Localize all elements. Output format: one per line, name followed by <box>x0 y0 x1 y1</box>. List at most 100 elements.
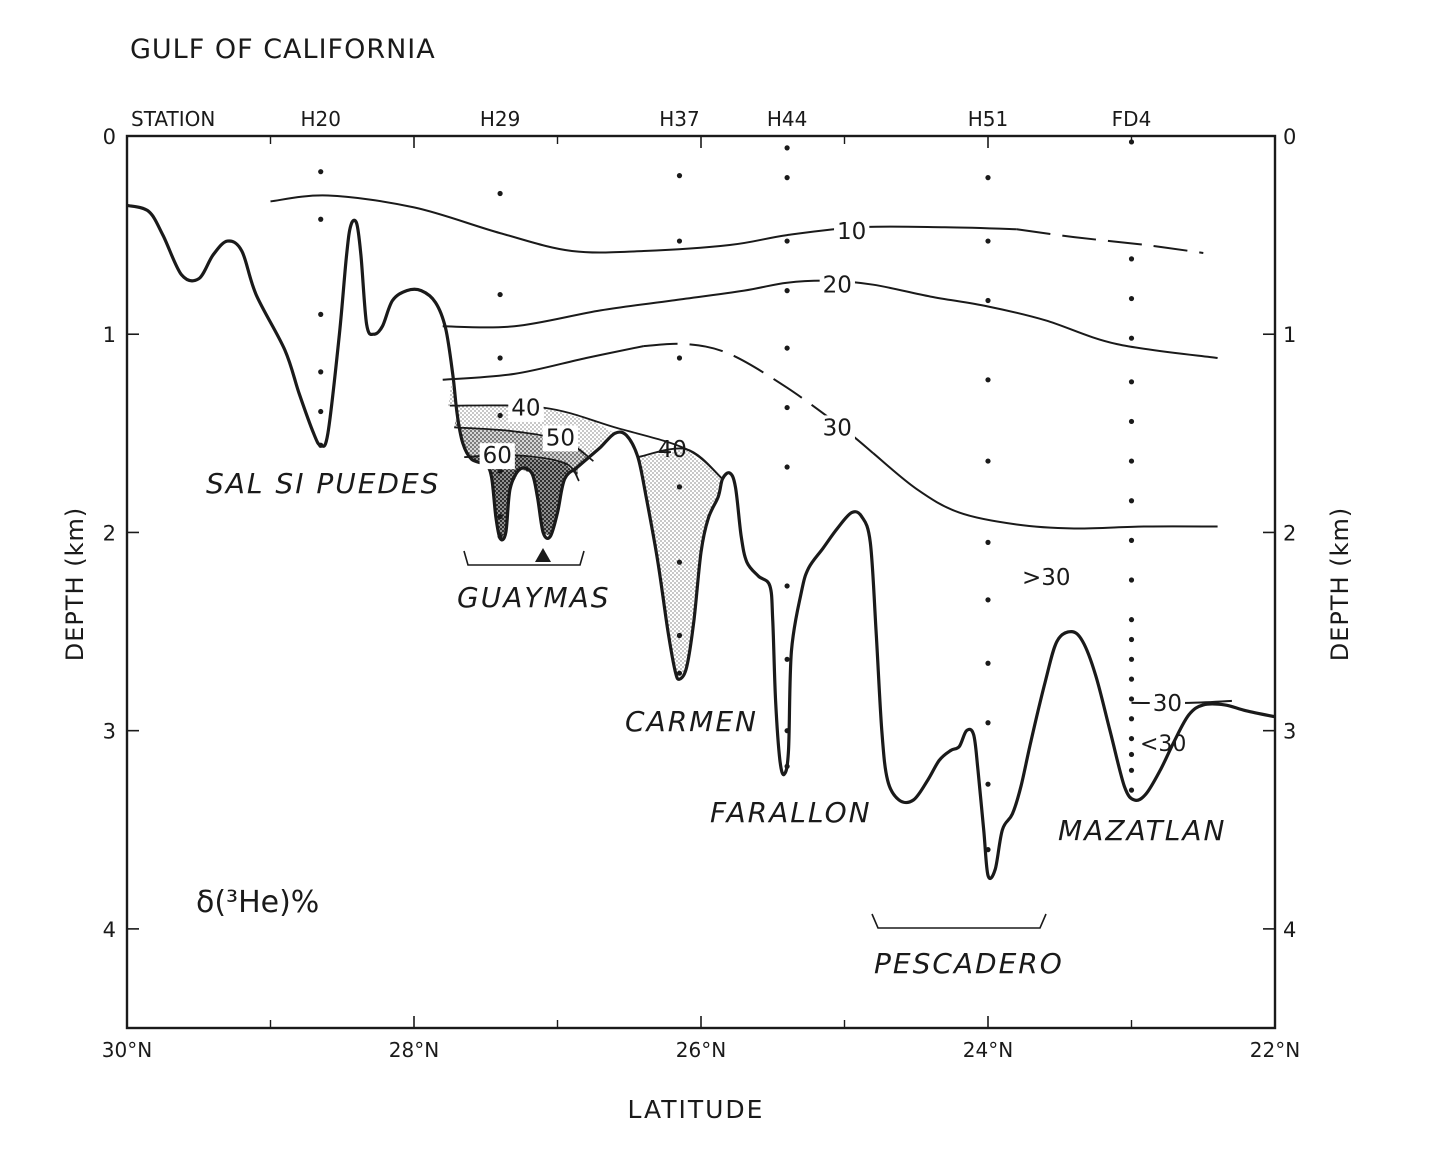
y-tick-label-right-4: 4 <box>1283 918 1296 942</box>
contour-label-bg-6 <box>1149 690 1186 717</box>
sample-dot-H51-1 <box>985 238 991 244</box>
contour-label-2: 30 <box>823 415 852 441</box>
sample-dot-FD4-14 <box>1128 696 1135 702</box>
helium-contours <box>270 194 1232 705</box>
shade-guaymas-60 <box>465 455 578 539</box>
sample-dot-H44-7 <box>784 583 790 589</box>
basin-label-carmen: CARMEN <box>625 705 758 738</box>
sample-dot-H44-2 <box>784 238 790 244</box>
contour-label-4: 50 <box>546 425 575 451</box>
x-tick-label-1: 28°N <box>389 1038 439 1062</box>
basin-label-guaymas: GUAYMAS <box>457 581 611 614</box>
sample-dot-H51-4 <box>985 458 991 464</box>
sample-dot-H51-5 <box>985 539 991 545</box>
region-label-less-30: <30 <box>1140 732 1186 757</box>
axis-ticks: 30°N 28°N 26°N 24°N 22°N 0 0 1 1 2 2 3 3 4 4 <box>102 125 1300 1062</box>
y-tick-label-right-3: 3 <box>1283 720 1296 744</box>
y-axis-label-right: DEPTH (km) <box>1326 507 1354 661</box>
sample-dot-H37-3 <box>676 484 683 490</box>
sample-dot-H44-0 <box>784 145 790 151</box>
sample-dot-H44-9 <box>784 728 790 734</box>
sample-dot-H37-5 <box>676 632 683 639</box>
sample-dot-FD4-18 <box>1128 767 1135 773</box>
sample-dot-FD4-4 <box>1128 379 1135 385</box>
sample-dot-H29-1 <box>497 291 503 298</box>
vent-triangle-marker <box>535 548 551 562</box>
contour-label-bg-0 <box>834 219 870 246</box>
contour-10-0 <box>270 194 1017 254</box>
contour-label-bg-1 <box>819 272 855 299</box>
sample-dot-H20-2 <box>318 311 324 317</box>
sample-dot-H20-5 <box>318 442 324 448</box>
y-tick-label-right-2: 2 <box>1283 521 1296 545</box>
sample-dot-H29-6 <box>497 533 503 540</box>
sample-dot-H37-6 <box>676 670 683 676</box>
y-axis-label-left: DEPTH (km) <box>61 507 89 661</box>
sample-dot-H51-2 <box>985 297 991 304</box>
sample-dot-FD4-11 <box>1128 636 1135 643</box>
sample-dot-FD4-10 <box>1128 617 1135 623</box>
sample-dot-H51-7 <box>985 660 991 666</box>
guaymas-bracket <box>463 550 585 566</box>
contour-10-dashed-0 <box>1016 228 1204 254</box>
sample-points <box>318 139 1135 853</box>
station-label-H29: H29 <box>480 107 521 131</box>
basin-label-mazatlan: MAZATLAN <box>1058 814 1226 847</box>
sample-dot-FD4-13 <box>1128 676 1135 682</box>
sample-dot-H44-4 <box>784 345 790 351</box>
sample-dot-H37-2 <box>676 355 683 361</box>
sample-dot-FD4-15 <box>1128 716 1135 722</box>
contour-label-0: 10 <box>837 219 866 245</box>
station-label-FD4: FD4 <box>1112 107 1152 131</box>
y-tick-label-left-3: 3 <box>103 720 116 744</box>
sample-dot-H51-10 <box>985 847 991 853</box>
sample-dot-FD4-9 <box>1128 577 1135 583</box>
sample-dot-H44-8 <box>784 656 790 662</box>
y-tick-label-left-1: 1 <box>103 323 116 347</box>
sample-dot-H51-6 <box>985 597 991 603</box>
helium-anomaly-shading <box>448 373 723 680</box>
sample-dot-H29-0 <box>497 190 503 197</box>
sample-dot-FD4-17 <box>1128 751 1135 758</box>
contour-label-3: 40 <box>511 396 540 422</box>
sample-dot-H29-3 <box>497 412 503 419</box>
station-label-H37: H37 <box>659 107 700 131</box>
contour-label-bg-2 <box>819 415 855 442</box>
sample-dot-H37-1 <box>676 238 683 244</box>
sample-dot-H20-1 <box>318 216 324 222</box>
sample-dot-FD4-7 <box>1128 498 1135 504</box>
station-label-H20: H20 <box>300 107 341 131</box>
contour-label-carmen-40: 40 <box>658 437 687 463</box>
contour-30-cont-2 <box>872 452 1218 530</box>
contour-50-4 <box>454 426 594 462</box>
x-tick-label-0: 30°N <box>102 1038 152 1062</box>
y-tick-label-right-1: 1 <box>1283 323 1296 347</box>
basin-label-pescadero: PESCADERO <box>874 947 1064 980</box>
station-names: H20 H29 H37 H44 H51 FD4 <box>300 107 1151 131</box>
station-header-label: STATION <box>131 107 215 131</box>
pescadero-bracket <box>871 913 1047 929</box>
basin-label-sal-si-puedes: SAL SI PUEDES <box>206 467 440 500</box>
sample-dot-H29-5 <box>497 513 503 520</box>
sample-dot-H20-0 <box>318 169 324 175</box>
sample-dot-FD4-12 <box>1128 656 1135 662</box>
contour-label-1: 20 <box>823 273 852 299</box>
y-tick-label-left-2: 2 <box>103 521 116 545</box>
sample-dot-H20-3 <box>318 369 324 375</box>
sample-dot-H51-3 <box>985 377 991 383</box>
sample-dot-FD4-2 <box>1128 295 1135 302</box>
sample-dot-FD4-3 <box>1128 335 1135 341</box>
sample-dot-H44-6 <box>784 464 790 470</box>
contour-label-bg-5 <box>479 443 515 470</box>
station-label-H44: H44 <box>767 107 808 131</box>
sample-dot-H37-4 <box>676 559 683 565</box>
station-label-H51: H51 <box>968 107 1009 131</box>
x-tick-label-4: 22°N <box>1250 1038 1300 1062</box>
contour-label-bg-3 <box>508 395 544 422</box>
sample-dot-H44-5 <box>784 404 790 411</box>
sample-dot-H29-2 <box>497 355 503 361</box>
contour-30-dashed-2 <box>643 342 874 454</box>
sample-dot-H44-3 <box>784 288 790 294</box>
sample-dot-FD4-1 <box>1128 256 1135 262</box>
